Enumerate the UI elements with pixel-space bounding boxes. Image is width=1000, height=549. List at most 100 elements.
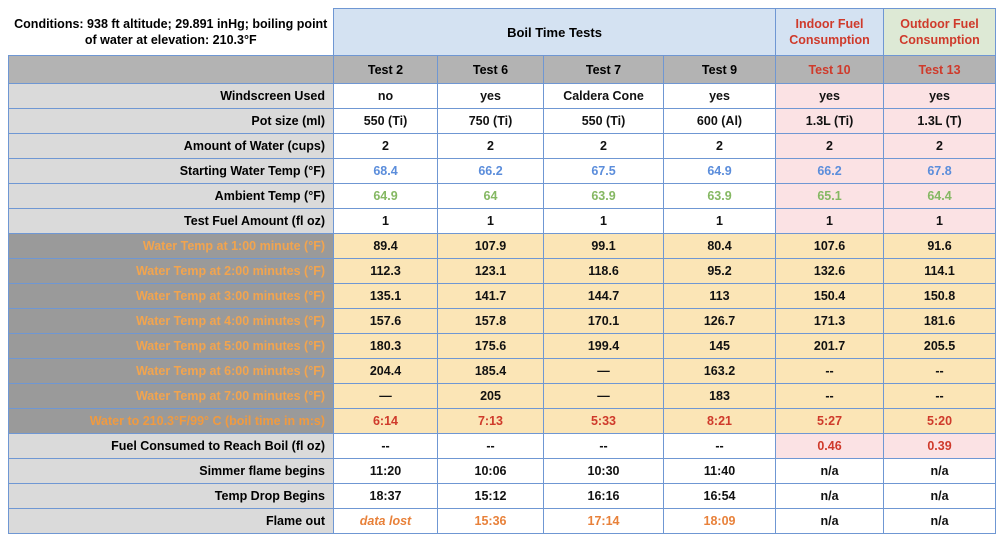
row-label: Windscreen Used — [8, 83, 334, 109]
data-cell: 2 — [543, 133, 664, 159]
data-cell: 199.4 — [543, 333, 664, 359]
data-cell: 1.3L (Ti) — [775, 108, 885, 134]
table-row: Water Temp at 5:00 minutes (°F) 180.3 175.… — [8, 333, 997, 359]
data-cell: 1 — [775, 208, 885, 234]
table-row: Fuel Consumed to Reach Boil (fl oz) -- -- -… — [8, 433, 997, 459]
data-cell: 18:37 — [333, 483, 438, 509]
data-cell: 150.8 — [883, 283, 997, 309]
data-cell: 2 — [883, 133, 997, 159]
data-cell: yes — [775, 83, 885, 109]
table-row: Water Temp at 1:00 minute (°F) 89.4 107.9 9… — [8, 233, 997, 259]
data-cell: 80.4 — [662, 233, 777, 259]
data-cell: 63.9 — [662, 183, 777, 209]
data-cell: -- — [775, 358, 885, 384]
data-cell: 64.9 — [662, 158, 777, 184]
table-row: Test Fuel Amount (fl oz) 1 1 1 1 1 1 — [8, 208, 997, 234]
table-row: Flame out data lost 15:36 17:14 18:09 n/a n/a — [8, 508, 997, 534]
data-cell: 2 — [437, 133, 544, 159]
data-cell: -- — [775, 383, 885, 409]
data-cell: 145 — [662, 333, 777, 359]
data-cell: 91.6 — [883, 233, 997, 259]
data-cell: 170.1 — [543, 308, 664, 334]
data-cell: 99.1 — [543, 233, 664, 259]
row-label: Ambient Temp (°F) — [8, 183, 334, 209]
data-cell: yes — [437, 83, 544, 109]
data-cell: -- — [437, 433, 544, 459]
data-cell: 18:09 — [662, 508, 777, 534]
data-cell: 67.5 — [543, 158, 664, 184]
data-cell: 15:36 — [437, 508, 544, 534]
row-label: Water Temp at 4:00 minutes (°F) — [8, 308, 334, 334]
row-label: Water to 210.3°F/99° C (boil time in m:s… — [8, 408, 334, 434]
data-cell: 6:14 — [333, 408, 438, 434]
data-cell: 114.1 — [883, 258, 997, 284]
table-row: Water Temp at 2:00 minutes (°F) 112.3 123.… — [8, 258, 997, 284]
data-cell: n/a — [775, 458, 885, 484]
data-cell: 2 — [662, 133, 777, 159]
data-cell: — — [333, 383, 438, 409]
column-header-test2: Test 2 — [333, 55, 438, 84]
table-row: Simmer flame begins 11:20 10:06 10:30 11:40 n… — [8, 458, 997, 484]
boil-test-table: Conditions: 938 ft altitude; 29.891 inHg… — [8, 8, 997, 534]
data-cell: 550 (Ti) — [333, 108, 438, 134]
data-cell: data lost — [333, 508, 438, 534]
row-label: Starting Water Temp (°F) — [8, 158, 334, 184]
data-cell: 65.1 — [775, 183, 885, 209]
table-row: Amount of Water (cups) 2 2 2 2 2 2 — [8, 133, 997, 159]
data-cell: 1.3L (T) — [883, 108, 997, 134]
data-cell: 107.6 — [775, 233, 885, 259]
data-cell: 2 — [333, 133, 438, 159]
conditions-line1: Conditions: 938 ft altitude; 29.891 inHg… — [14, 16, 328, 31]
data-cell: n/a — [775, 508, 885, 534]
data-cell: 175.6 — [437, 333, 544, 359]
data-cell: -- — [662, 433, 777, 459]
data-cell: 118.6 — [543, 258, 664, 284]
data-cell: 181.6 — [883, 308, 997, 334]
conditions-line2: of water at elevation: 210.3°F — [84, 32, 257, 47]
data-cell: 5:27 — [775, 408, 885, 434]
data-cell: 16:16 — [543, 483, 664, 509]
data-cell: 64.4 — [883, 183, 997, 209]
data-cell: 157.6 — [333, 308, 438, 334]
data-cell: n/a — [883, 458, 997, 484]
data-cell: — — [543, 358, 664, 384]
table-body: Windscreen Used no yes Caldera Cone yes yes ye… — [8, 83, 997, 534]
data-cell: 600 (Al) — [662, 108, 777, 134]
data-cell: 5:33 — [543, 408, 664, 434]
data-cell: 150.4 — [775, 283, 885, 309]
data-cell: 63.9 — [543, 183, 664, 209]
data-cell: 8:21 — [662, 408, 777, 434]
data-cell: 183 — [662, 383, 777, 409]
data-cell: 163.2 — [662, 358, 777, 384]
row-label: Flame out — [8, 508, 334, 534]
data-cell: yes — [662, 83, 777, 109]
data-cell: 11:20 — [333, 458, 438, 484]
data-cell: 10:30 — [543, 458, 664, 484]
data-cell: 64.9 — [333, 183, 438, 209]
data-cell: 107.9 — [437, 233, 544, 259]
data-cell: 135.1 — [333, 283, 438, 309]
outdoor-fuel-consumption-header: Outdoor Fuel Consumption — [883, 8, 997, 56]
data-cell: 1 — [662, 208, 777, 234]
data-cell: 2 — [775, 133, 885, 159]
data-cell: 15:12 — [437, 483, 544, 509]
data-cell: 144.7 — [543, 283, 664, 309]
data-cell: 7:13 — [437, 408, 544, 434]
data-cell: 132.6 — [775, 258, 885, 284]
table-row: Water to 210.3°F/99° C (boil time in m:s… — [8, 408, 997, 434]
row-label: Water Temp at 1:00 minute (°F) — [8, 233, 334, 259]
data-cell: 67.8 — [883, 158, 997, 184]
data-cell: -- — [543, 433, 664, 459]
data-cell: 113 — [662, 283, 777, 309]
data-cell: 205 — [437, 383, 544, 409]
data-cell: n/a — [883, 508, 997, 534]
column-header-test9: Test 9 — [662, 55, 777, 84]
table-row: Ambient Temp (°F) 64.9 64 63.9 63.9 65.1 64.4 — [8, 183, 997, 209]
column-header-test6: Test 6 — [437, 55, 544, 84]
data-cell: 0.39 — [883, 433, 997, 459]
data-cell: — — [543, 383, 664, 409]
data-cell: 5:20 — [883, 408, 997, 434]
data-cell: 750 (Ti) — [437, 108, 544, 134]
indoor-fuel-consumption-header: Indoor Fuel Consumption — [775, 8, 885, 56]
data-cell: 66.2 — [437, 158, 544, 184]
